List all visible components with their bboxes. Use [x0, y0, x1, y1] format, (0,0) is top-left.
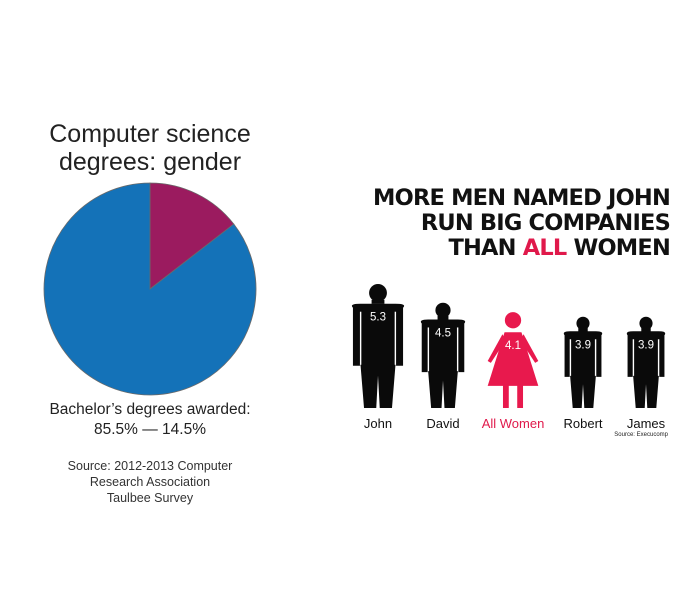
- people-figures-chart: 5.3 John 4.5 David 4.1 All Women 3.9 Robert 3.9 J…: [351, 284, 666, 431]
- figure-dress: [487, 332, 539, 386]
- figure-value-label: 3.9: [575, 339, 591, 351]
- pie-chart-panel: Computer science degrees: gender Bachelo…: [0, 0, 300, 600]
- figure-head: [639, 316, 653, 330]
- infographic-headline: MORE MEN NAMED JOHN RUN BIG COMPANIES TH…: [340, 185, 671, 261]
- figure-legs: [570, 375, 596, 408]
- figure-value-label: 4.1: [505, 340, 521, 352]
- figure-man: [351, 284, 405, 408]
- headline-highlight: ALL: [522, 235, 567, 261]
- figure-category-label: All Women: [482, 416, 545, 431]
- figure-arm: [487, 334, 506, 363]
- figure-category-label: James: [627, 416, 666, 431]
- figure-category-label: Robert: [563, 416, 602, 431]
- figure-legs: [633, 375, 659, 408]
- figure-head: [504, 312, 522, 329]
- figure-body: [351, 303, 405, 366]
- headline-line-2: RUN BIG COMPANIES: [420, 210, 671, 236]
- pie-slice: [43, 182, 257, 396]
- figure-leg: [502, 384, 509, 408]
- pie-slice: [149, 182, 235, 290]
- figure-head: [369, 284, 387, 302]
- figure-legs: [428, 371, 458, 408]
- figure-legs: [360, 364, 396, 408]
- pie-chart-caption: Bachelor’s degrees awarded: 85.5% — 14.5…: [0, 400, 300, 440]
- source-line: Taulbee Survey: [106, 491, 194, 505]
- figure-body: [420, 319, 466, 373]
- figure-body: [563, 331, 603, 377]
- headline-prefix: THAN: [448, 235, 523, 261]
- headline-line-3: THAN ALL WOMEN: [340, 236, 670, 261]
- pie-chart-source: Source: 2012-2013 Computer Research Asso…: [0, 458, 300, 506]
- figure-value-label: 3.9: [638, 339, 654, 351]
- caption-line: Bachelor’s degrees awarded:: [49, 401, 251, 418]
- infographic-panel: MORE MEN NAMED JOHN RUN BIG COMPANIES TH…: [340, 180, 680, 450]
- figure-category-label: John: [364, 416, 392, 431]
- figure-leg: [517, 384, 524, 408]
- figure-body: [626, 331, 666, 377]
- figure-man: [563, 316, 603, 408]
- figure-woman: [487, 312, 539, 408]
- source-line: Source: 2012-2013 Computer: [67, 459, 233, 473]
- headline-line-1: MORE MEN NAMED JOHN: [373, 185, 671, 211]
- figure-arm: [520, 334, 539, 363]
- source-line: Research Association: [89, 475, 211, 489]
- figure-man: [420, 302, 466, 408]
- figure-category-label: David: [426, 416, 459, 431]
- infographic-source: Source: Execucomp: [614, 432, 668, 438]
- figure-man: [626, 316, 666, 408]
- pie-title-line: Computer science: [49, 120, 251, 148]
- figure-value-label: 5.3: [370, 312, 386, 324]
- pie-chart: [43, 182, 257, 396]
- figure-head: [435, 302, 451, 318]
- figure-value-label: 4.5: [435, 327, 451, 339]
- pie-chart-title: Computer science degrees: gender: [0, 120, 300, 176]
- pie-title-line: degrees: gender: [58, 148, 242, 176]
- caption-line: 85.5% — 14.5%: [93, 421, 206, 438]
- headline-suffix: WOMEN: [566, 235, 670, 261]
- figure-head: [576, 316, 590, 330]
